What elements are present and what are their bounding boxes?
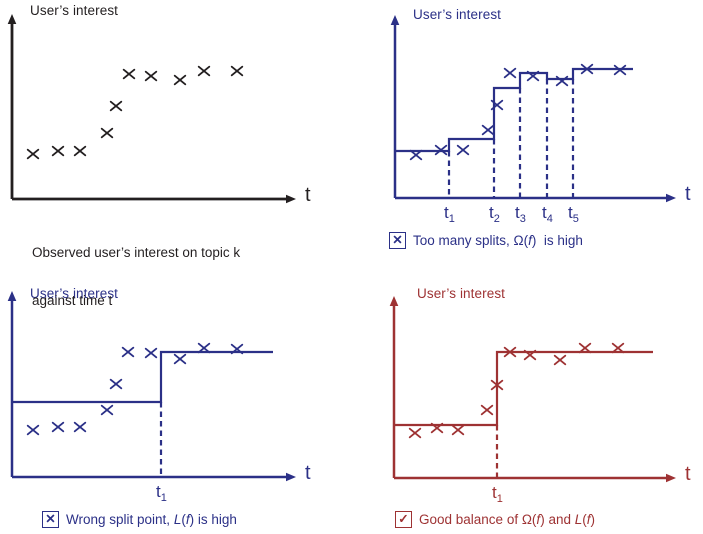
check-box-icon: ✓ [395, 511, 412, 528]
caption-text: Too many splits, Ω(f) is high [413, 233, 583, 248]
caption-line: against time t [32, 293, 113, 308]
data-point-x-mark [144, 347, 158, 359]
panel1-caption: Observed user’s interest on topic k agai… [32, 213, 240, 341]
data-point-x-mark [430, 422, 444, 434]
panel2-title: User’s interest [413, 7, 502, 22]
x-axis-arrow-icon [286, 194, 296, 204]
data-point-x-mark [553, 354, 567, 366]
step-function-line [12, 350, 273, 404]
too-many-splits-panel: t1 t2 t3 t4 t5 [390, 15, 676, 225]
data-point-x-mark [144, 70, 158, 82]
caption-text: Wrong split point, L(f) is high [66, 512, 237, 527]
data-point-x-mark [408, 427, 422, 439]
observed-scatter-panel [7, 14, 296, 204]
data-point-x-mark [613, 64, 627, 76]
data-point-x-mark [611, 342, 625, 354]
panel1-xlabel: t [305, 184, 311, 206]
y-axis-arrow-icon [7, 291, 17, 301]
x-axis-arrow-icon [666, 193, 676, 203]
data-point-x-mark [26, 148, 40, 160]
panel4-caption: ✓ Good balance of Ω(f) and L(f) [395, 511, 595, 528]
data-point-x-mark [523, 349, 537, 361]
tick-label: t4 [542, 203, 553, 225]
data-point-x-mark [173, 74, 187, 86]
data-point-x-mark [526, 70, 540, 82]
x-glyph: ✕ [392, 233, 403, 248]
data-point-x-mark [109, 378, 123, 390]
data-point-x-mark [197, 65, 211, 77]
y-axis-arrow-icon [390, 15, 400, 25]
data-point-x-mark [26, 424, 40, 436]
data-point-x-mark [100, 127, 114, 139]
step-function-line [394, 350, 653, 427]
step-function-line [395, 67, 633, 153]
data-point-x-mark [109, 100, 123, 112]
wrong-split-point-panel: t1 [7, 291, 296, 504]
data-point-x-mark [197, 342, 211, 354]
data-point-x-mark [481, 124, 495, 136]
data-point-x-mark [121, 346, 135, 358]
panel3-caption: ✕ Wrong split point, L(f) is high [42, 511, 237, 528]
check-glyph: ✓ [398, 512, 409, 527]
tick-label: t3 [515, 203, 526, 225]
panel2-xlabel: t [685, 183, 691, 205]
tick-label: t2 [489, 203, 500, 225]
tick-label: t5 [568, 203, 579, 225]
panel4-xlabel: t [685, 463, 691, 485]
caption-text: Good balance of Ω(f) and L(f) [419, 512, 595, 527]
data-point-x-mark [122, 68, 136, 80]
data-point-x-mark [434, 144, 448, 156]
y-axis-arrow-icon [389, 296, 399, 306]
data-point-x-mark [100, 404, 114, 416]
x-box-icon: ✕ [389, 232, 406, 249]
data-point-x-mark [490, 99, 504, 111]
data-point-x-mark [456, 144, 470, 156]
x-box-icon: ✕ [42, 511, 59, 528]
data-point-x-mark [230, 65, 244, 77]
data-point-x-mark [451, 424, 465, 436]
panel3-xlabel: t [305, 462, 311, 484]
data-point-x-mark [578, 342, 592, 354]
data-point-x-mark [173, 353, 187, 365]
data-point-x-mark [490, 379, 504, 391]
tick-label: t1 [444, 203, 455, 225]
panel2-caption: ✕ Too many splits, Ω(f) is high [389, 232, 583, 249]
data-point-x-mark [73, 421, 87, 433]
tick-label: t1 [156, 482, 167, 504]
data-point-x-mark [503, 67, 517, 79]
panel1-title: User’s interest [30, 3, 119, 18]
data-point-x-mark [51, 145, 65, 157]
y-axis-arrow-icon [7, 14, 17, 24]
panel4-title: User’s interest [417, 286, 506, 301]
data-point-x-mark [230, 343, 244, 355]
data-point-x-mark [480, 404, 494, 416]
x-glyph: ✕ [45, 512, 56, 527]
data-point-x-mark [409, 149, 423, 161]
data-point-x-mark [580, 63, 594, 75]
caption-line: Observed user’s interest on topic k [32, 245, 241, 260]
panel3-title: User’s interest [30, 286, 119, 301]
data-point-x-mark [73, 145, 87, 157]
data-point-x-mark [555, 75, 569, 87]
good-balance-panel: t1 [389, 296, 676, 505]
data-point-x-mark [503, 346, 517, 358]
x-axis-arrow-icon [666, 473, 676, 483]
data-point-x-mark [51, 421, 65, 433]
tick-label: t1 [492, 483, 503, 505]
x-axis-arrow-icon [286, 472, 296, 482]
